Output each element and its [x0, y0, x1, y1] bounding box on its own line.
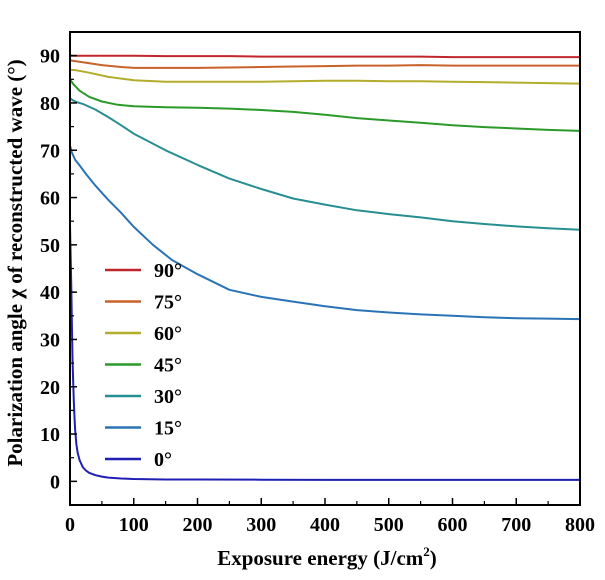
x-tick-label-2: 200 [183, 514, 213, 536]
x-tick-label-3: 300 [246, 514, 276, 536]
y-tick-label-0: 0 [50, 471, 60, 493]
axis-ticks: 0 100 200 300 400 500 600 700 800 0 10 20 30 40 50 60 70… [40, 46, 595, 536]
y-tick-label-5: 50 [40, 235, 60, 257]
x-tick-label-4: 400 [310, 514, 340, 536]
x-tick-label-5: 500 [374, 514, 404, 536]
legend-label-1: 75° [154, 292, 182, 314]
plot-frame [69, 31, 581, 506]
series-line-2 [69, 68, 581, 85]
series-line-3 [69, 78, 581, 132]
legend-label-5: 15° [154, 418, 182, 440]
series-line-4 [69, 97, 581, 231]
legend-label-0: 90° [154, 260, 182, 282]
y-tick-label-2: 20 [40, 377, 60, 399]
series-layer [69, 54, 581, 481]
y-tick-label-7: 70 [40, 140, 60, 162]
x-tick-label-7: 700 [501, 514, 531, 536]
legend-label-4: 30° [154, 386, 182, 408]
series-line-6 [69, 225, 580, 481]
y-tick-label-9: 90 [40, 46, 60, 68]
y-tick-label-8: 80 [40, 93, 60, 115]
legend: 90° 75° 60° 45° 30° 15° 0° [105, 260, 182, 471]
y-axis-title: Polarization angle χ of reconstructed wa… [3, 59, 27, 466]
x-tick-label-0: 0 [65, 514, 75, 536]
y-tick-label-4: 40 [40, 282, 60, 304]
series-line-0 [70, 54, 580, 59]
x-axis-title: Exposure energy (J/cm2) [217, 544, 437, 570]
legend-label-2: 60° [154, 323, 182, 345]
x-tick-label-6: 600 [438, 514, 468, 536]
x-tick-label-8: 800 [565, 514, 595, 536]
y-tick-label-1: 10 [40, 424, 60, 446]
x-tick-label-1: 100 [119, 514, 149, 536]
series-line-1 [69, 59, 580, 69]
series-line-5 [69, 145, 581, 321]
y-tick-label-3: 30 [40, 329, 60, 351]
legend-label-3: 45° [154, 355, 182, 377]
plot-area-border [69, 31, 581, 506]
y-tick-label-6: 60 [40, 188, 60, 210]
legend-label-6: 0° [154, 449, 172, 471]
